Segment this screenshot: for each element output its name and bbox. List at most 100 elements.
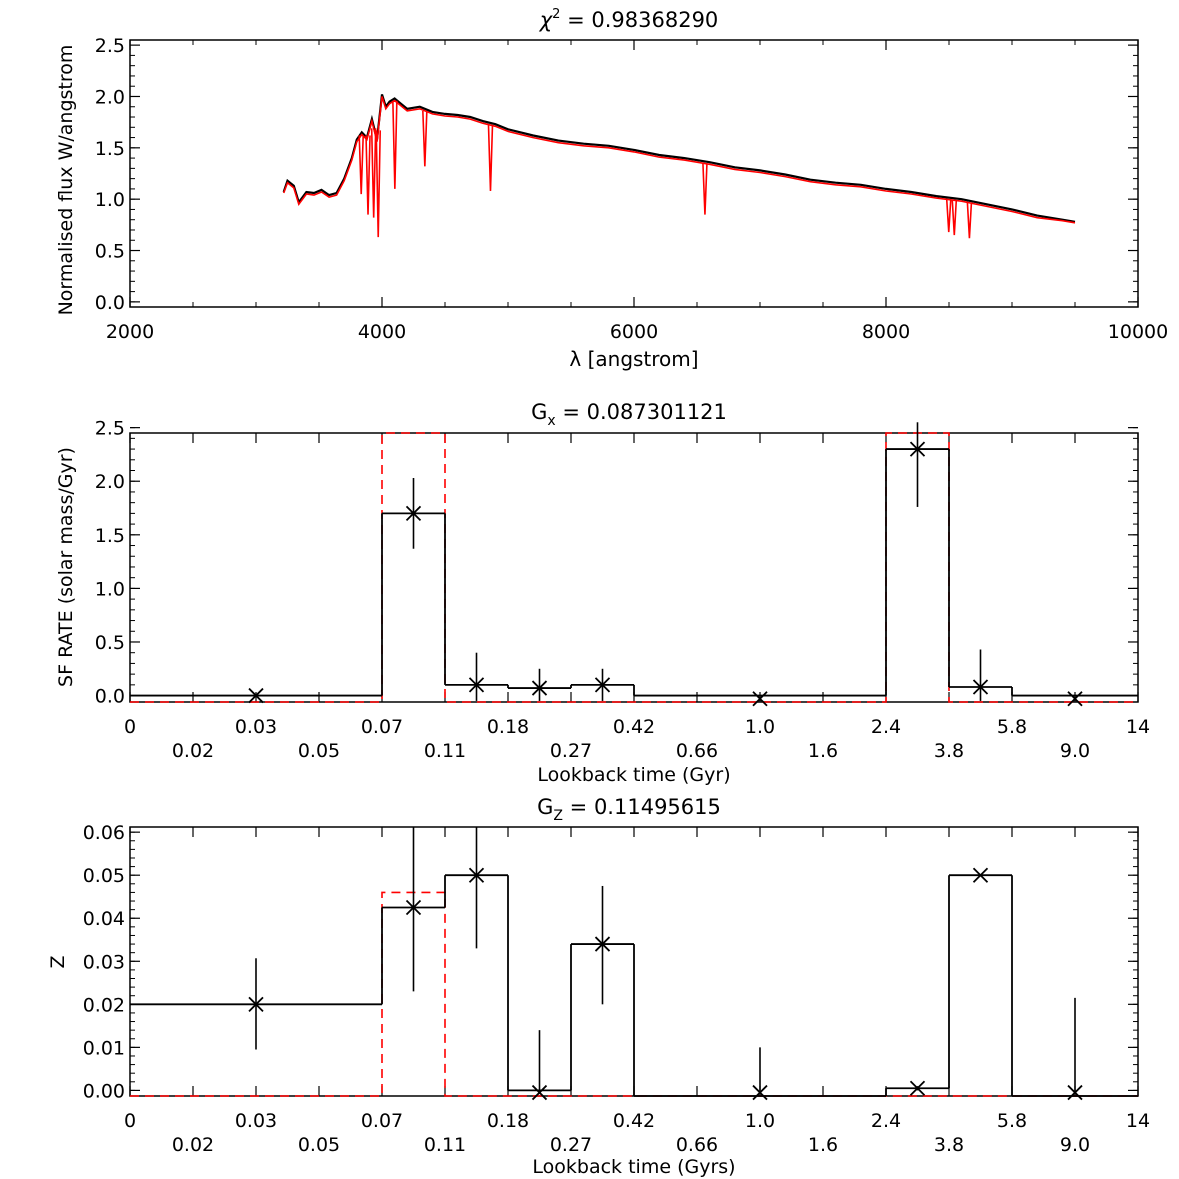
x-tick-label-upper: 14 bbox=[1126, 716, 1150, 738]
x-tick-label-upper: 0.03 bbox=[235, 1110, 277, 1132]
x-tick-label-lower: 0.02 bbox=[172, 1134, 214, 1156]
x-tick-label-upper: 0.18 bbox=[487, 716, 529, 738]
model-spectrum-line bbox=[282, 96, 1076, 224]
x-tick-label-upper: 0.03 bbox=[235, 716, 277, 738]
x-tick-label-lower: 3.8 bbox=[934, 740, 964, 762]
x-tick-label-lower: 0.66 bbox=[676, 740, 718, 762]
absorption-line bbox=[365, 135, 371, 215]
data-point bbox=[405, 505, 422, 522]
x-tick-label-lower: 3.8 bbox=[934, 1134, 964, 1156]
x-tick-label-lower: 0.27 bbox=[550, 740, 592, 762]
x-tick-label: 2000 bbox=[106, 321, 154, 343]
data-point bbox=[1067, 1084, 1083, 1101]
sfr-ylabel: SF RATE (solar mass/Gyr) bbox=[55, 447, 77, 687]
sfr-title: Gx = 0.087301121 bbox=[531, 400, 727, 429]
absorption-line bbox=[702, 163, 708, 215]
x-tick-label-upper: 14 bbox=[1126, 1110, 1150, 1132]
spectrum-plot-frame bbox=[129, 39, 1139, 308]
data-point bbox=[248, 996, 264, 1012]
x-tick-label-upper: 0 bbox=[124, 716, 136, 738]
metallicity-xlabel: Lookback time (Gyrs) bbox=[532, 1156, 735, 1178]
spectrum-xlabel: λ [angstrom] bbox=[569, 347, 698, 371]
x-tick-label-upper: 0.42 bbox=[613, 1110, 655, 1132]
x-tick-label-upper: 0.07 bbox=[361, 716, 403, 738]
sfr-plot-frame bbox=[129, 432, 1139, 703]
data-point bbox=[972, 867, 989, 883]
x-tick-label-lower: 0.11 bbox=[424, 740, 466, 762]
data-point bbox=[594, 677, 611, 693]
data-point bbox=[752, 691, 768, 707]
y-tick-label: 1.0 bbox=[95, 578, 125, 600]
x-tick-label: 10000 bbox=[1108, 321, 1168, 343]
y-tick-label: 1.5 bbox=[95, 525, 125, 547]
y-tick-label: 0.0 bbox=[95, 292, 125, 314]
absorption-line bbox=[966, 202, 973, 239]
absorption-line bbox=[422, 110, 428, 167]
data-point bbox=[909, 1080, 926, 1096]
x-tick-label-lower: 9.0 bbox=[1060, 1134, 1090, 1156]
sfr-xlabel: Lookback time (Gyr) bbox=[537, 764, 730, 786]
y-tick-label: 1.0 bbox=[95, 189, 125, 211]
y-tick-label: 0.5 bbox=[95, 632, 125, 654]
y-tick-label: 2.5 bbox=[95, 418, 125, 440]
data-point bbox=[531, 680, 548, 696]
x-tick-label-lower: 9.0 bbox=[1060, 740, 1090, 762]
absorption-line bbox=[370, 128, 377, 218]
x-tick-label-lower: 0.02 bbox=[172, 740, 214, 762]
spectrum-title: χ2 = 0.98368290 bbox=[539, 7, 719, 32]
metallicity-panel: GZ = 0.11495615 Z Lookback time (Gyrs) 0… bbox=[47, 795, 1150, 1178]
y-tick-label: 0.02 bbox=[83, 994, 125, 1016]
x-tick-label-upper: 2.4 bbox=[871, 1110, 901, 1132]
x-tick-label-upper: 0.42 bbox=[613, 716, 655, 738]
data-point bbox=[909, 441, 926, 457]
x-tick-label: 6000 bbox=[610, 321, 658, 343]
y-tick-label: 0.03 bbox=[83, 951, 125, 973]
y-tick-label: 2.5 bbox=[95, 35, 125, 57]
data-point bbox=[468, 867, 485, 883]
x-tick-label-upper: 5.8 bbox=[997, 716, 1027, 738]
data-point bbox=[248, 687, 264, 704]
y-tick-label: 0.5 bbox=[95, 241, 125, 263]
data-point bbox=[594, 936, 611, 952]
y-tick-label: 2.0 bbox=[95, 86, 125, 108]
data-point bbox=[972, 679, 989, 695]
data-point bbox=[405, 899, 422, 916]
data-point bbox=[752, 1084, 768, 1101]
x-tick-label: 8000 bbox=[862, 321, 910, 343]
x-tick-label-lower: 1.6 bbox=[808, 1134, 838, 1156]
spectrum-ylabel: Normalised flux W/angstrom bbox=[55, 45, 77, 316]
true-history-line bbox=[130, 432, 1138, 703]
x-tick-label-upper: 2.4 bbox=[871, 716, 901, 738]
y-tick-label: 0.06 bbox=[83, 822, 125, 844]
x-tick-label-upper: 1.0 bbox=[745, 1110, 775, 1132]
absorption-line bbox=[358, 135, 365, 195]
absorption-line bbox=[375, 130, 382, 238]
y-tick-label: 0.00 bbox=[83, 1080, 125, 1102]
x-tick-label-lower: 0.05 bbox=[298, 1134, 340, 1156]
y-tick-label: 0.04 bbox=[83, 908, 125, 930]
x-tick-label-lower: 0.27 bbox=[550, 1134, 592, 1156]
y-tick-label: 0.05 bbox=[83, 865, 125, 887]
x-tick-label-upper: 0.18 bbox=[487, 1110, 529, 1132]
x-tick-label-upper: 0.07 bbox=[361, 1110, 403, 1132]
x-tick-label-lower: 1.6 bbox=[808, 740, 838, 762]
metallicity-title: GZ = 0.11495615 bbox=[537, 795, 721, 824]
y-tick-label: 1.5 bbox=[95, 138, 125, 160]
x-tick-label-upper: 1.0 bbox=[745, 716, 775, 738]
absorption-line bbox=[951, 200, 958, 236]
x-tick-label: 4000 bbox=[358, 321, 406, 343]
y-tick-label: 0.0 bbox=[95, 686, 125, 708]
x-tick-label-upper: 5.8 bbox=[997, 1110, 1027, 1132]
absorption-line bbox=[392, 100, 398, 189]
y-tick-label: 0.01 bbox=[83, 1037, 125, 1059]
data-point bbox=[531, 1084, 548, 1101]
x-tick-label-lower: 0.11 bbox=[424, 1134, 466, 1156]
y-tick-label: 2.0 bbox=[95, 471, 125, 493]
x-tick-label-upper: 0 bbox=[124, 1110, 136, 1132]
sfr-panel: Gx = 0.087301121 SF RATE (solar mass/Gyr… bbox=[55, 400, 1150, 786]
absorption-line bbox=[487, 125, 494, 191]
data-point bbox=[1067, 691, 1083, 707]
x-tick-label-lower: 0.66 bbox=[676, 1134, 718, 1156]
data-point bbox=[468, 677, 485, 693]
